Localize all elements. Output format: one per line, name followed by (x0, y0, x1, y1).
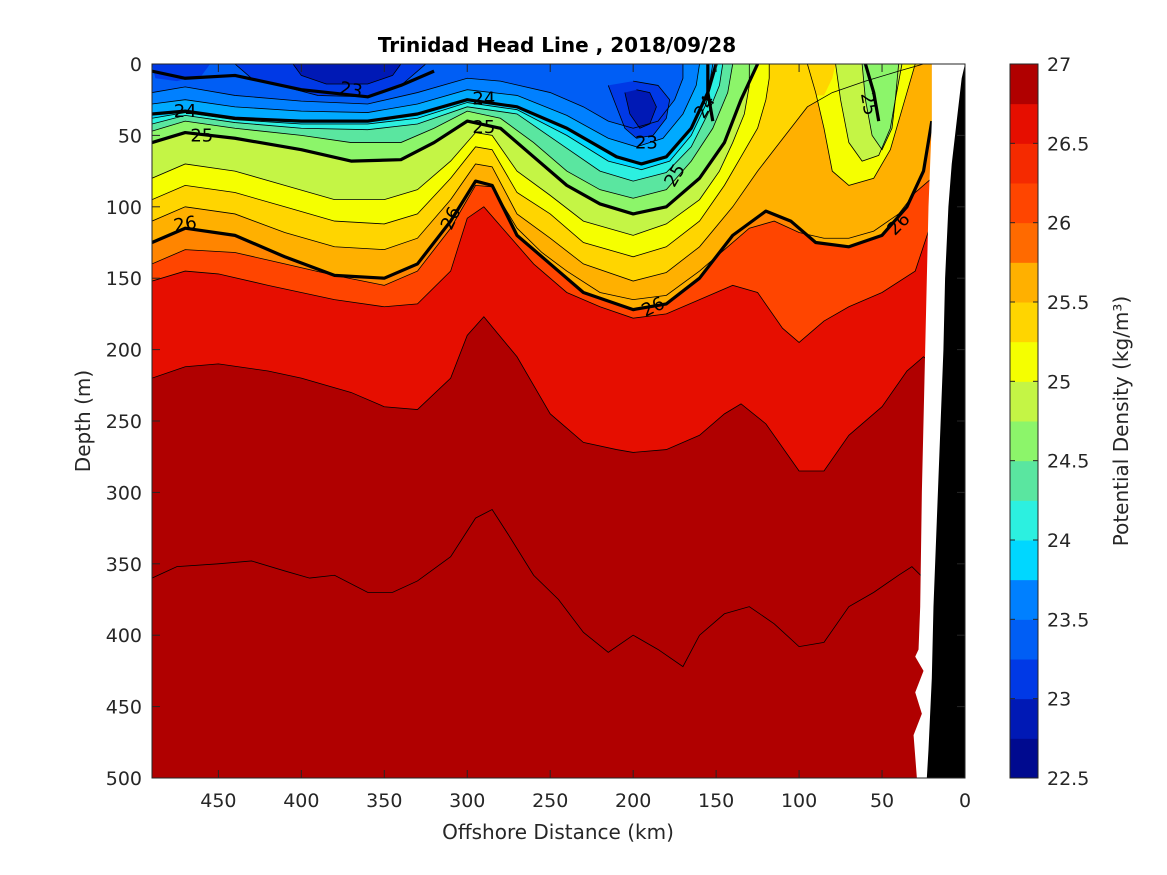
x-tick-label-300: 300 (449, 790, 485, 812)
colorbar-segment-11 (1010, 302, 1038, 343)
contour-label-1: 24 (174, 101, 197, 122)
x-tick-label-50: 50 (870, 790, 894, 812)
contour-line-closed-6 (624, 89, 657, 129)
contour-line-closed-0 (806, 64, 916, 186)
colorbar-segment-17 (1010, 64, 1038, 105)
contour-label-5: 23 (635, 133, 658, 154)
contour-line-s265 (152, 206, 933, 343)
contour-line-closed-2 (861, 64, 900, 151)
colorbar-segment-5 (1010, 540, 1038, 581)
bathymetry (913, 64, 965, 778)
x-tick-label-150: 150 (698, 790, 734, 812)
contour-label-3: 24 (472, 88, 495, 109)
y-tick-label-500: 500 (106, 768, 142, 790)
y-axis-label: Depth (m) (71, 370, 95, 472)
contour-line-s2425 (152, 64, 714, 171)
colorbar-segment-2 (1010, 659, 1038, 700)
contour-line-s2625 (152, 177, 933, 301)
fill-core-edge (152, 64, 211, 82)
colorbar-segment-15 (1010, 143, 1038, 184)
y-tick-label-50: 50 (118, 125, 142, 147)
colorbar-segment-7 (1010, 460, 1038, 501)
colorbar-segment-1 (1010, 698, 1038, 739)
colorbar-tick-label-26: 26 (1047, 213, 1071, 235)
contour-label-8: 26 (172, 212, 198, 237)
isopycnal-25-4 (863, 64, 881, 122)
colorbar-tick-label-25: 25 (1047, 371, 1071, 393)
colorbar-tick-label-26.5: 26.5 (1047, 133, 1089, 155)
x-tick-label-400: 400 (283, 790, 319, 812)
contour-label-2: 25 (190, 125, 213, 146)
colorbar-tick-label-23.5: 23.5 (1047, 609, 1089, 631)
fill-core-west-inner (293, 64, 401, 84)
colorbar-segment-14 (1010, 183, 1038, 224)
contour-line-closed-5 (607, 80, 671, 139)
colorbar-tick-label-22.5: 22.5 (1047, 768, 1089, 790)
y-tick-label-200: 200 (106, 340, 142, 362)
colorbar-tick-label-24: 24 (1047, 530, 1071, 552)
colorbar-segment-13 (1010, 222, 1038, 263)
isopycnal-26-3 (152, 120, 934, 312)
colorbar-frame (1009, 63, 1039, 779)
contour-line-s2675 (152, 316, 933, 472)
colorbar-segment-3 (1010, 619, 1038, 660)
y-tick-label-450: 450 (106, 697, 142, 719)
colorbar-segment-4 (1010, 579, 1038, 620)
colorbar-tick-label-25.5: 25.5 (1047, 292, 1089, 314)
x-tick-label-0: 0 (959, 790, 971, 812)
colorbar-label: Potential Density (kg/m³) (1109, 296, 1133, 547)
y-tick-label-150: 150 (106, 268, 142, 290)
isopycnal-25-2 (152, 64, 760, 216)
colorbar-segment-12 (1010, 262, 1038, 303)
chart-title: Trinidad Head Line , 2018/09/28 (378, 33, 736, 57)
x-tick-label-200: 200 (615, 790, 651, 812)
y-tick-label-250: 250 (106, 411, 142, 433)
contour-label-12: 25 (856, 91, 881, 117)
contour-line-s2375 (152, 64, 700, 148)
x-axis: 450 400 350 300 250 200 150 100 50 0 (200, 64, 971, 812)
colorbar-tick-label-27: 27 (1047, 54, 1071, 76)
contour-line-s2575 (152, 64, 924, 282)
contour-line-closed-4 (292, 64, 402, 85)
colorbar-tick-label-24.5: 24.5 (1047, 451, 1089, 473)
contour-line-s245 (152, 64, 724, 182)
x-tick-label-100: 100 (781, 790, 817, 812)
y-tick-label-350: 350 (106, 554, 142, 576)
contour-label-4: 25 (472, 117, 495, 138)
x-axis-label: Offshore Distance (km) (442, 820, 674, 844)
isopycnal-23-0 (152, 69, 435, 99)
colorbar-tick-label-23: 23 (1047, 689, 1071, 711)
y-tick-label-300: 300 (106, 482, 142, 504)
colorbar-segment-0 (1010, 738, 1038, 779)
x-tick-label-250: 250 (532, 790, 568, 812)
fill-core-center-inner (624, 89, 657, 129)
y-tick-label-0: 0 (130, 54, 142, 76)
isopycnal-24-5 (706, 64, 715, 122)
contour-line-s2525 (152, 64, 750, 236)
density-fills (152, 64, 965, 778)
contour-label-0: 23 (338, 78, 364, 103)
colorbar-segment-10 (1010, 341, 1038, 382)
isopycnal-24-1 (152, 64, 718, 166)
fill-surface-patch (782, 64, 836, 96)
colorbar-segment-6 (1010, 500, 1038, 541)
y-axis: 0 50 100 150 200 250 300 350 400 450 500 (106, 54, 965, 790)
colorbar: 22.5 23 23.5 24 24.5 25 25.5 26 26.5 27 (1009, 54, 1089, 790)
contour-line-s255 (152, 64, 770, 258)
y-tick-label-400: 400 (106, 625, 142, 647)
contour-line-s2475 (152, 64, 734, 199)
colorbar-segment-8 (1010, 421, 1038, 462)
y-tick-label-100: 100 (106, 197, 142, 219)
colorbar-segment-9 (1010, 381, 1038, 422)
x-tick-label-350: 350 (366, 790, 402, 812)
colorbar-segment-16 (1010, 103, 1038, 144)
bathymetry-seafloor (926, 64, 965, 778)
x-tick-label-450: 450 (200, 790, 236, 812)
contour-line-s235 (152, 64, 684, 129)
contour-line-s27 (152, 509, 933, 668)
